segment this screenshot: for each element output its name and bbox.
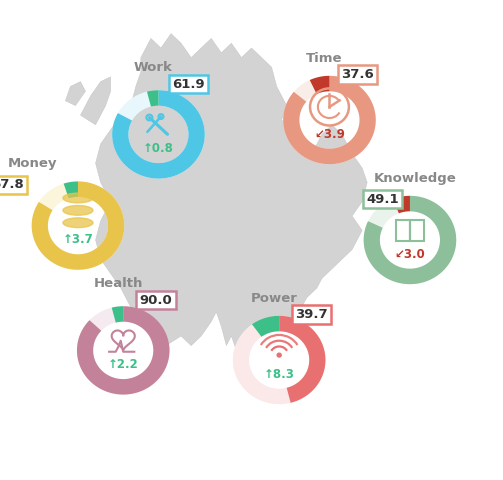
- Text: ↑0.8: ↑0.8: [143, 142, 174, 155]
- Polygon shape: [77, 306, 170, 395]
- Polygon shape: [147, 90, 158, 107]
- Text: Power: Power: [250, 292, 298, 305]
- Polygon shape: [364, 196, 456, 284]
- Circle shape: [277, 353, 281, 357]
- Text: 90.0: 90.0: [139, 293, 173, 307]
- Text: ↑8.3: ↑8.3: [264, 368, 295, 381]
- Text: 39.7: 39.7: [296, 308, 328, 321]
- Text: 37.6: 37.6: [341, 68, 374, 81]
- Text: Health: Health: [94, 277, 143, 290]
- Polygon shape: [80, 77, 111, 125]
- Text: ↑2.2: ↑2.2: [108, 358, 139, 371]
- Text: Money: Money: [8, 157, 57, 170]
- Polygon shape: [96, 34, 367, 360]
- Polygon shape: [77, 306, 170, 395]
- Polygon shape: [364, 196, 456, 284]
- Text: Time: Time: [306, 52, 343, 65]
- Polygon shape: [112, 90, 205, 179]
- Polygon shape: [233, 316, 325, 404]
- FancyBboxPatch shape: [136, 291, 176, 309]
- Polygon shape: [393, 196, 410, 213]
- Polygon shape: [32, 181, 124, 270]
- Polygon shape: [112, 90, 205, 179]
- Polygon shape: [65, 82, 86, 106]
- Polygon shape: [64, 181, 78, 198]
- FancyBboxPatch shape: [0, 176, 27, 194]
- FancyBboxPatch shape: [338, 65, 377, 84]
- Ellipse shape: [63, 193, 93, 203]
- Polygon shape: [112, 306, 123, 323]
- Text: ↑3.7: ↑3.7: [62, 233, 94, 246]
- Ellipse shape: [63, 205, 93, 215]
- Ellipse shape: [63, 218, 93, 228]
- FancyBboxPatch shape: [292, 305, 331, 324]
- Polygon shape: [32, 181, 124, 270]
- Text: Knowledge: Knowledge: [374, 172, 456, 185]
- Text: ↙3.9: ↙3.9: [314, 128, 345, 141]
- Text: 49.1: 49.1: [366, 192, 398, 206]
- Polygon shape: [310, 76, 329, 94]
- Polygon shape: [283, 76, 376, 164]
- FancyBboxPatch shape: [363, 190, 402, 208]
- Polygon shape: [279, 316, 325, 403]
- Polygon shape: [252, 316, 279, 337]
- Text: 61.9: 61.9: [173, 77, 205, 91]
- Polygon shape: [283, 76, 376, 164]
- Text: 67.8: 67.8: [0, 178, 24, 192]
- FancyBboxPatch shape: [169, 75, 208, 93]
- Text: Work: Work: [134, 61, 173, 74]
- Text: ↙3.0: ↙3.0: [394, 248, 426, 261]
